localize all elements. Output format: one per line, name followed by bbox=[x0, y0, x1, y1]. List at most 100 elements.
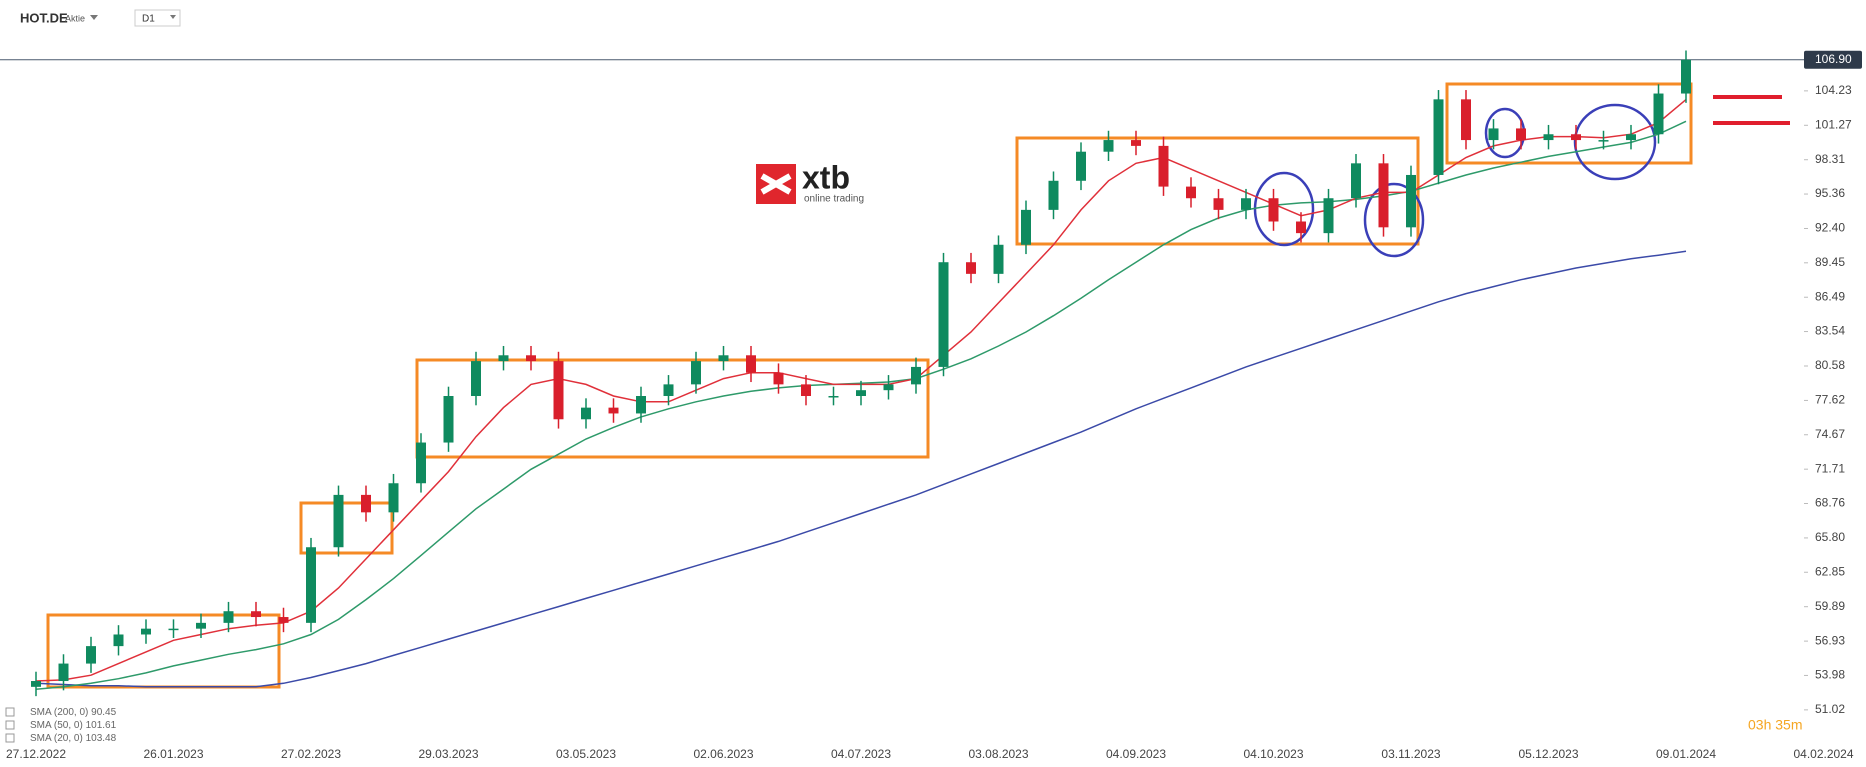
logo-name: xtb bbox=[802, 159, 850, 195]
legend-value: 90.45 bbox=[91, 707, 116, 718]
candle-body bbox=[1681, 59, 1691, 94]
candle-body bbox=[966, 262, 976, 274]
legend-entry: SMA (200, 0) 90.45 bbox=[30, 707, 117, 718]
candle-body bbox=[58, 663, 69, 682]
candle-body bbox=[86, 646, 96, 664]
candle-body bbox=[443, 396, 454, 443]
candle-body bbox=[251, 611, 261, 618]
candle-body bbox=[773, 372, 784, 385]
last-price-label: 106.90 bbox=[1815, 52, 1852, 66]
candle-body bbox=[718, 355, 729, 362]
candle-body bbox=[581, 407, 591, 420]
candle-body bbox=[1323, 198, 1334, 234]
x-tick-label: 27.02.2023 bbox=[281, 747, 341, 761]
logo-x bbox=[760, 173, 792, 195]
candle-body bbox=[1406, 174, 1416, 228]
logo-tagline: online trading bbox=[804, 194, 864, 205]
candle-body bbox=[278, 617, 289, 623]
candle-body bbox=[911, 366, 921, 385]
y-tick-label: 101.27 bbox=[1815, 117, 1852, 131]
y-tick-label: 86.49 bbox=[1815, 289, 1845, 303]
candle-body bbox=[1598, 140, 1609, 142]
x-tick-label: 26.01.2023 bbox=[143, 747, 203, 761]
candle-body bbox=[333, 494, 344, 548]
dropdown-arrow[interactable] bbox=[90, 15, 98, 20]
candle-body bbox=[1241, 198, 1251, 210]
y-tick-label: 53.98 bbox=[1815, 668, 1845, 682]
x-tick-label: 04.09.2023 bbox=[1106, 747, 1166, 761]
y-tick-label: 77.62 bbox=[1815, 393, 1845, 407]
candle-body bbox=[636, 396, 646, 414]
x-tick-label: 27.12.2022 bbox=[6, 747, 66, 761]
legend-icon bbox=[5, 733, 15, 743]
legend-entry: SMA (20, 0) 103.48 bbox=[30, 733, 117, 744]
last-price-box bbox=[1804, 50, 1862, 69]
candle-body bbox=[1076, 151, 1086, 181]
candle-body bbox=[306, 547, 316, 623]
legend-value: 101.61 bbox=[86, 720, 117, 731]
y-tick-label: 56.93 bbox=[1815, 633, 1845, 647]
candle-body bbox=[1653, 93, 1664, 135]
legend-icon bbox=[5, 720, 15, 730]
candle-body bbox=[1158, 145, 1169, 187]
x-tick-label: 29.03.2023 bbox=[418, 747, 478, 761]
candle-body bbox=[801, 384, 811, 397]
candle-body bbox=[1021, 209, 1031, 245]
y-tick-label: 98.31 bbox=[1815, 152, 1845, 166]
candle-body bbox=[1433, 99, 1444, 175]
y-tick-label: 80.58 bbox=[1815, 358, 1845, 372]
candle-body bbox=[1268, 198, 1279, 222]
y-tick-label: 65.80 bbox=[1815, 530, 1845, 544]
x-tick-label: 03.08.2023 bbox=[968, 747, 1028, 761]
sma-line bbox=[35, 250, 1687, 688]
range-boxes bbox=[46, 82, 1693, 689]
range-box bbox=[415, 358, 930, 459]
x-tick-label: 04.02.2024 bbox=[1793, 747, 1853, 761]
legend-name: SMA (20, 0) bbox=[30, 733, 83, 744]
candle-body bbox=[1103, 140, 1114, 152]
candle-body bbox=[223, 611, 234, 623]
countdown: 03h 35m bbox=[1748, 717, 1802, 733]
candle-body bbox=[1213, 198, 1224, 210]
candle-body bbox=[471, 361, 481, 397]
y-tick-label: 71.71 bbox=[1815, 461, 1845, 475]
instrument-kind: Aktie bbox=[65, 13, 85, 23]
x-tick-label: 03.11.2023 bbox=[1381, 747, 1440, 761]
candle-body bbox=[691, 361, 701, 385]
candle-body bbox=[526, 355, 536, 362]
x-tick-label: 04.10.2023 bbox=[1243, 747, 1303, 761]
candle-body bbox=[141, 628, 151, 635]
legend-entry: SMA (50, 0) 101.61 bbox=[30, 720, 117, 731]
legend-name: SMA (200, 0) bbox=[30, 707, 88, 718]
candle-body bbox=[31, 681, 41, 687]
candle-body bbox=[1516, 128, 1526, 141]
x-tick-label: 03.05.2023 bbox=[556, 747, 616, 761]
legend-value: 103.48 bbox=[86, 733, 117, 744]
candle-body bbox=[498, 355, 509, 362]
y-tick-label: 104.23 bbox=[1815, 83, 1852, 97]
candle-body bbox=[938, 262, 949, 367]
circle bbox=[1363, 182, 1425, 258]
x-tick-label: 05.12.2023 bbox=[1518, 747, 1578, 761]
candle-body bbox=[416, 442, 426, 484]
candle-body bbox=[168, 628, 179, 631]
range-box bbox=[1015, 136, 1420, 246]
timeframe-box[interactable] bbox=[134, 9, 181, 27]
candle-body bbox=[113, 634, 124, 647]
candle-body bbox=[1626, 134, 1636, 141]
timeframe-arrow bbox=[170, 15, 176, 19]
legend-icon bbox=[5, 707, 15, 717]
x-tick-label: 02.06.2023 bbox=[693, 747, 753, 761]
candle-body bbox=[1461, 99, 1471, 141]
candle-body bbox=[608, 407, 619, 414]
timeframe: D1 bbox=[142, 14, 155, 25]
candle-body bbox=[1488, 128, 1499, 141]
candle-body bbox=[1048, 180, 1059, 210]
candle-body bbox=[1296, 221, 1306, 234]
symbol: HOT.DE bbox=[20, 10, 68, 25]
candle-body bbox=[746, 355, 756, 373]
candle-body bbox=[828, 396, 839, 398]
candle-body bbox=[1378, 163, 1389, 228]
candle-body bbox=[361, 494, 371, 513]
